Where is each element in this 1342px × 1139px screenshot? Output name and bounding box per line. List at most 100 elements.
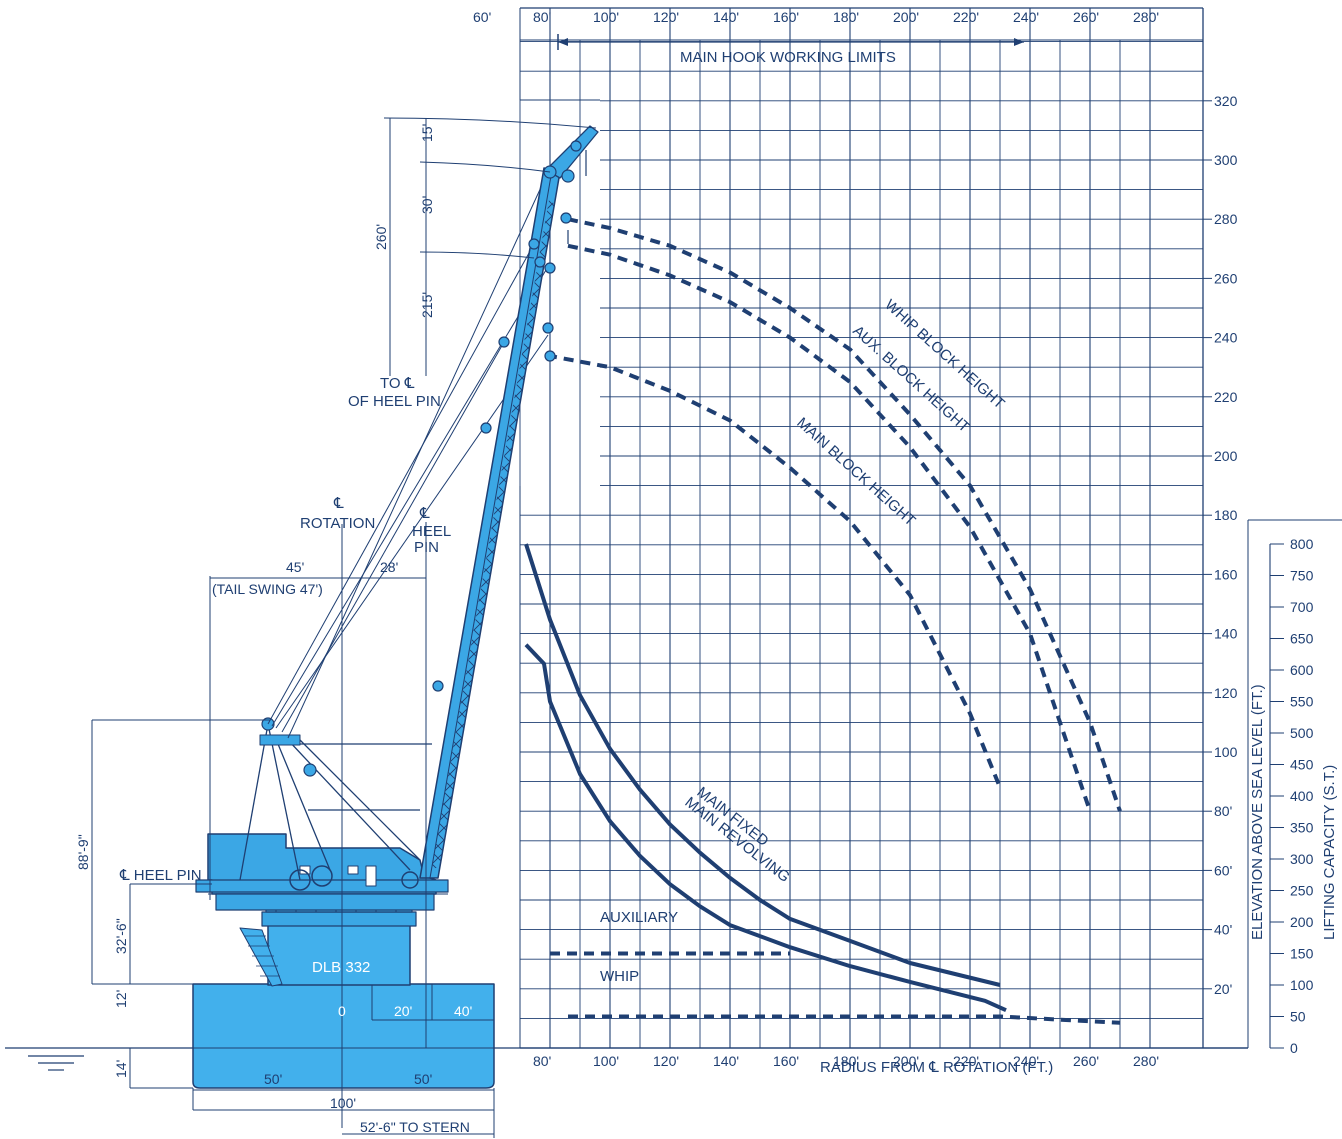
crane-annotations: 15' 30' 215' 260' TO ℄ OF HEEL PIN ℄ ROT…: [75, 124, 472, 1135]
capacity-tick-label: 650: [1290, 631, 1314, 647]
radius-axis-label: RADIUS FROM ℄ ROTATION (FT.): [820, 1059, 1053, 1076]
boom-segment-mid: 30': [419, 196, 435, 214]
arrow-head-right: [1014, 38, 1024, 46]
elevation-tick-label: 180: [1214, 507, 1238, 523]
working-limits-title: MAIN HOOK WORKING LIMITS: [680, 49, 896, 66]
capacity-tick-label: 250: [1290, 883, 1314, 899]
radius-tick-top: 60': [473, 9, 491, 25]
radius-tick-top: 280': [1133, 9, 1159, 25]
capacity-tick-label: 600: [1290, 662, 1314, 678]
whip-block-height-label: WHIP BLOCK HEIGHT: [881, 296, 1007, 412]
main-revolving-label: MAIN REVOLVING: [682, 794, 793, 886]
crane-dimensions: [91, 117, 597, 1138]
heel-label: HEEL: [412, 523, 451, 540]
capacity-tick-label: 150: [1290, 946, 1314, 962]
heel-pin-label-short: PIN: [414, 539, 439, 556]
radius-tick-top: 140': [713, 9, 739, 25]
deck-mark-40: 40': [454, 1003, 472, 1019]
heel-offset: 28': [380, 559, 398, 575]
heel-pin-reference-line1: TO ℄: [380, 375, 415, 392]
aux-block-height-label: AUX. BLOCK HEIGHT: [849, 322, 972, 436]
curve-whip: [568, 1014, 1121, 1025]
capacity-tick-label: 400: [1290, 788, 1314, 804]
elevation-tick-label: 240: [1214, 330, 1238, 346]
half-beam-right: 50': [414, 1071, 432, 1087]
auxiliary-label: AUXILIARY: [600, 909, 678, 926]
capacity-tick-label: 300: [1290, 851, 1314, 867]
radius-tick-bottom: 180': [833, 1053, 859, 1069]
access-ladder: [239, 927, 283, 987]
radius-tick-top: 160': [773, 9, 799, 25]
tail-swing-note: (TAIL SWING 47'): [212, 581, 323, 597]
capacity-tick-label: 750: [1290, 568, 1314, 584]
elevation-tick-label: 40': [1214, 922, 1232, 938]
tail-swing-radius: 45': [286, 559, 304, 575]
boom-pendants: [267, 171, 549, 739]
radius-tick-bottom: 80': [533, 1053, 551, 1069]
boom-sheaves: [432, 140, 582, 692]
curve-main-block-height: [546, 353, 1002, 789]
height-to-gantry: 88'-9": [75, 834, 91, 870]
radius-tick-top: 240': [1013, 9, 1039, 25]
crane-pedestal: [267, 924, 411, 986]
deck-mark-0: 0: [338, 1003, 346, 1019]
heel-pin-height: 32'-6": [113, 918, 129, 954]
chart-grid: [519, 7, 1342, 1049]
curve-whip-block-height: [567, 217, 1122, 812]
capacity-tick-label: 50: [1290, 1009, 1306, 1025]
elevation-tick-label: 120: [1214, 685, 1238, 701]
chart-curves: [524, 217, 1122, 1025]
heel-pin-elevation-label: ℄ HEEL PIN: [119, 867, 202, 884]
deck-mark-20: 20': [394, 1003, 412, 1019]
heel-pin-reference: TO ℄ OF HEEL PIN: [348, 375, 441, 410]
radius-tick-bottom: 240': [1013, 1053, 1039, 1069]
capacity-tick-label: 0: [1290, 1040, 1298, 1056]
elevation-tick-label: 300: [1214, 152, 1238, 168]
capacity-tick-label: 100: [1290, 977, 1314, 993]
elevation-axis-label: ELEVATION ABOVE SEA LEVEL (FT.): [1249, 684, 1266, 940]
capacity-tick-label: 350: [1290, 820, 1314, 836]
elevation-tick-label: 60': [1214, 862, 1232, 878]
radius-tick-top: 260': [1073, 9, 1099, 25]
elevation-tick-label: 140: [1214, 626, 1238, 642]
elevation-tick-label: 100: [1214, 744, 1238, 760]
main-block-height-label: MAIN BLOCK HEIGHT: [793, 414, 918, 529]
radius-tick-bottom: 200': [893, 1053, 919, 1069]
radius-tick-bottom: 280': [1133, 1053, 1159, 1069]
arrow-head-left: [558, 38, 568, 46]
vessel-name: DLB 332: [312, 959, 370, 976]
radius-tick-bottom: 120': [653, 1053, 679, 1069]
capacity-tick-label: 200: [1290, 914, 1314, 930]
beam-total: 100': [330, 1095, 356, 1111]
curve-aux-block-height: [567, 243, 1092, 812]
elevation-tick-label: 160: [1214, 566, 1238, 582]
radius-tick-top: 120': [653, 9, 679, 25]
rotation-centerline-symbol: ℄: [333, 495, 344, 512]
chart-tick-labels: 60' 60' 80' 80' 100' 100' 120' 120' 140' 140' 160'…: [473, 9, 1314, 1069]
boom-total-length: 260': [373, 224, 389, 250]
curve-main-fixed: [524, 543, 1001, 987]
radius-tick-top: 100': [593, 9, 619, 25]
capacity-tick-label: 700: [1290, 599, 1314, 615]
distance-to-stern: 52'-6" TO STERN: [360, 1119, 470, 1135]
derrick-barge-drawing: [5, 125, 1248, 1089]
radius-tick-bottom: 260': [1073, 1053, 1099, 1069]
rotation-label: ROTATION: [300, 515, 375, 532]
vessel-draft: 14': [113, 1060, 129, 1078]
elevation-tick-label: 320: [1214, 93, 1238, 109]
elevation-tick-label: 20': [1214, 981, 1232, 997]
radius-tick-bottom: 140': [713, 1053, 739, 1069]
heel-pin-reference-line2: OF HEEL PIN: [348, 393, 441, 410]
radius-tick-top: 220': [953, 9, 979, 25]
elevation-tick-label: 280: [1214, 211, 1238, 227]
waterline-symbol: [5, 1047, 1248, 1071]
radius-tick-bottom: 100': [593, 1053, 619, 1069]
boom-segment-lower: 215': [419, 292, 435, 318]
elevation-tick-label: 80': [1214, 803, 1232, 819]
elevation-tick-label: 200: [1214, 448, 1238, 464]
curve-main-revolving: [524, 643, 1007, 1013]
deck-height: 12': [113, 990, 129, 1008]
radius-tick-bottom: 220': [953, 1053, 979, 1069]
